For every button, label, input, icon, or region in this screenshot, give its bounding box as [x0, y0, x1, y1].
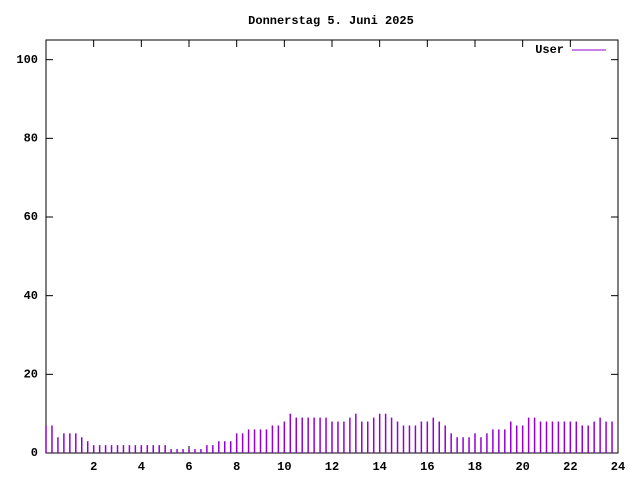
- x-tick-label: 6: [185, 460, 192, 474]
- x-tick-label: 4: [138, 460, 145, 474]
- x-tick-label: 18: [468, 460, 482, 474]
- y-tick-label: 40: [24, 289, 38, 303]
- x-tick-label: 10: [277, 460, 291, 474]
- legend-label: User: [535, 43, 564, 57]
- x-tick-label: 12: [325, 460, 339, 474]
- x-tick-label: 8: [233, 460, 240, 474]
- x-tick-label: 24: [611, 460, 625, 474]
- x-tick-label: 14: [372, 460, 386, 474]
- x-tick-label: 20: [515, 460, 529, 474]
- y-tick-label: 20: [24, 368, 38, 382]
- y-tick-label: 60: [24, 210, 38, 224]
- y-tick-label: 100: [16, 53, 38, 67]
- chart-title: Donnerstag 5. Juni 2025: [248, 14, 414, 28]
- y-tick-label: 80: [24, 132, 38, 146]
- x-tick-label: 2: [90, 460, 97, 474]
- x-tick-label: 22: [563, 460, 577, 474]
- plot-frame: [45, 39, 619, 454]
- x-tick-label: 16: [420, 460, 434, 474]
- y-tick-label: 0: [31, 446, 38, 460]
